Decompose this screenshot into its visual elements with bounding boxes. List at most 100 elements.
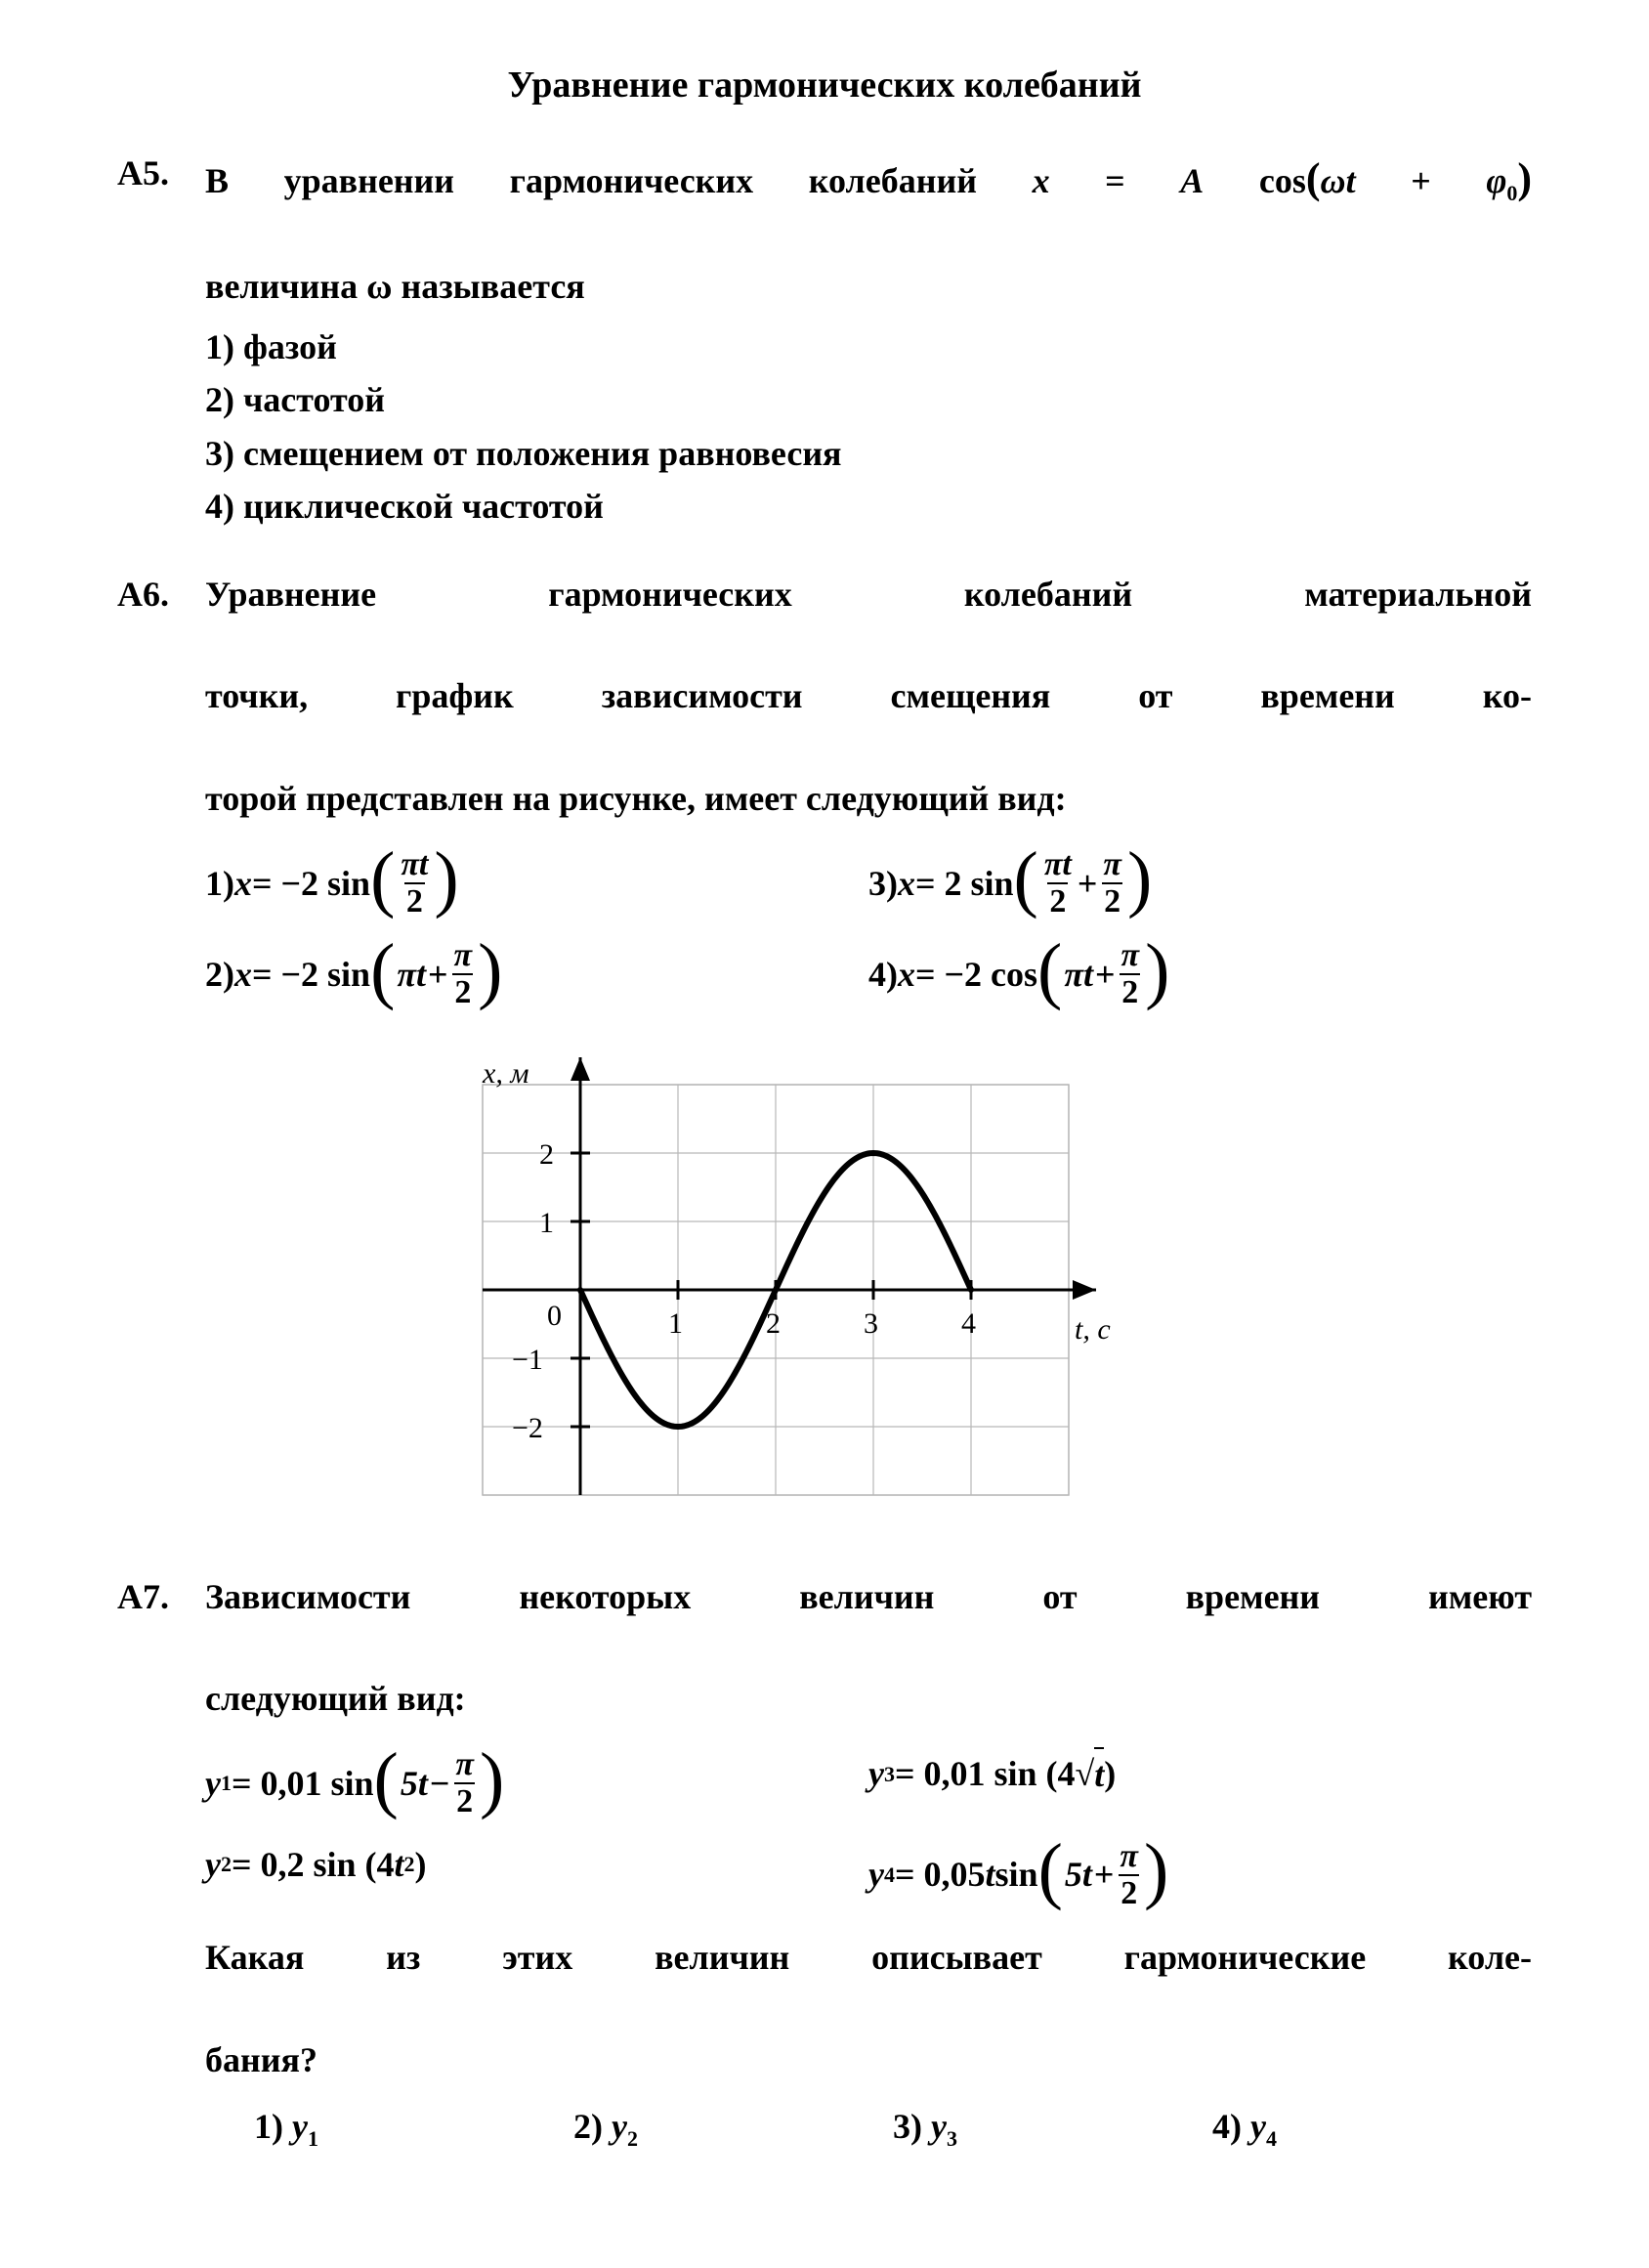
q7-a1-n: 1) — [254, 2107, 292, 2146]
q6-opt2-pre: 2) — [205, 949, 234, 1000]
q6-opt2-plus: + — [428, 949, 448, 1000]
q5-opt3: 3) смещением от положения равновесия — [205, 428, 1532, 479]
q7-y1-inner: 5t — [399, 1758, 430, 1809]
q7-y1-frac: π 2 — [453, 1747, 476, 1819]
q6-opt4-x: x — [898, 949, 915, 1000]
q6-opt2-num: π — [452, 938, 475, 973]
paren-open: ( — [370, 937, 395, 1004]
q7-y1-eq: = 0,01 sin — [232, 1758, 374, 1809]
q5-formula-cos: cos — [1204, 161, 1306, 200]
svg-text:−2: −2 — [512, 1412, 543, 1444]
paren-open: ( — [370, 845, 395, 912]
q6-opt3-pre: 3) — [868, 858, 898, 909]
q7-y3-t: t — [1094, 1747, 1104, 1800]
page: Уравнение гармонических колебаний А5. В … — [0, 0, 1649, 2268]
q7-after-l1: Какая из этих величин описывает гармонич… — [205, 1932, 1532, 2033]
svg-text:x, м: x, м — [482, 1057, 529, 1090]
q7-ans3: 3) y3 — [893, 2101, 1212, 2155]
q6-opt2-x: x — [234, 949, 252, 1000]
q6-opt1-pre: 1) — [205, 858, 234, 909]
q7-a2-s: 2 — [627, 2126, 638, 2151]
q6-opt3-frac1: πt 2 — [1042, 847, 1074, 919]
q7-y3-sub: 3 — [884, 1759, 895, 1790]
q7-y4-sin: sin — [995, 1849, 1038, 1900]
q5-opt4: 4) циклической частотой — [205, 481, 1532, 532]
q7-a4-y: y — [1250, 2107, 1266, 2146]
paren-close: ) — [480, 1746, 504, 1813]
q5-opt2: 2) частотой — [205, 374, 1532, 425]
q6-opt4-den: 2 — [1120, 973, 1140, 1010]
q7-a4-s: 4 — [1266, 2126, 1277, 2151]
q6-opt3-num1: πt — [1042, 847, 1074, 882]
q6-opt3-den1: 2 — [1047, 882, 1068, 920]
chart-container: x, мt, с12−1−201234 — [117, 1055, 1532, 1538]
q7-label: А7. — [117, 1571, 205, 2155]
q6-opt3: 3) x = 2 sin ( πt 2 + π 2 ) — [868, 837, 1532, 928]
q5-formula-open: ( — [1306, 154, 1321, 202]
q7-y4-lhs: y — [868, 1849, 884, 1900]
paren-close: ) — [1145, 937, 1169, 1004]
q6-options: 1) x = −2 sin ( πt 2 ) 3) x — [205, 837, 1532, 1020]
q7-y2-sup: 2 — [404, 1849, 415, 1880]
q5-stem-line1: В уравнении гармонических колебаний x = … — [205, 148, 1532, 261]
paren-open: ( — [1014, 845, 1038, 912]
q7-y4-sub: 4 — [884, 1860, 895, 1891]
svg-text:4: 4 — [961, 1307, 976, 1340]
q6-body: Уравнение гармонических колебаний матери… — [205, 569, 1532, 1020]
q6-opt1-eq: = −2 sin — [252, 858, 370, 909]
q5-stem-after: величина ω называется — [205, 261, 1532, 312]
q7-y1-den: 2 — [454, 1782, 475, 1819]
q7-y3: y3 = 0,01 sin (4√t) — [868, 1737, 1532, 1828]
q5-formula-phi: φ — [1486, 161, 1506, 200]
q6-opt1-num: πt — [399, 847, 430, 882]
q6-opt2-inner: πt — [395, 949, 428, 1000]
q7-a3-y: y — [931, 2107, 947, 2146]
q7-a3-s: 3 — [947, 2126, 957, 2151]
svg-text:−1: −1 — [512, 1344, 543, 1376]
paren-open: ( — [374, 1746, 399, 1813]
q5-options: 1) фазой 2) частотой 3) смещением от пол… — [205, 321, 1532, 532]
q6-stem-l1: Уравнение гармонических колебаний матери… — [205, 569, 1532, 670]
svg-text:2: 2 — [539, 1138, 554, 1171]
q7-y2-close: ) — [415, 1839, 427, 1890]
q5-formula-eq: = — [1050, 161, 1181, 200]
q7-equations: y1 = 0,01 sin ( 5t − π 2 ) y3 — [205, 1737, 1532, 1920]
q5-formula-A: A — [1180, 161, 1204, 200]
q6-opt4-plus: + — [1095, 949, 1116, 1000]
q7-a1-s: 1 — [308, 2126, 318, 2151]
svg-text:1: 1 — [668, 1307, 683, 1340]
q7-a2-n: 2) — [573, 2107, 612, 2146]
q7-y2-sub: 2 — [221, 1849, 232, 1880]
q6-opt3-eq: = 2 sin — [915, 858, 1014, 909]
q7-y2-eq: = 0,2 sin (4 — [232, 1839, 395, 1890]
q7-ans2: 2) y2 — [573, 2101, 893, 2155]
svg-text:0: 0 — [547, 1300, 562, 1332]
q6-opt3-x: x — [898, 858, 915, 909]
q6-opt2-den: 2 — [452, 973, 473, 1010]
q5-label: А5. — [117, 148, 205, 534]
q7-y1-num: π — [453, 1747, 476, 1782]
q5-opt1: 1) фазой — [205, 321, 1532, 372]
q5-formula-x: x — [1033, 161, 1050, 200]
q7-a4-n: 4) — [1212, 2107, 1250, 2146]
q5-formula-sub0: 0 — [1506, 181, 1517, 205]
q7-after-l2: бания? — [205, 2034, 1532, 2085]
displacement-chart: x, мt, с12−1−201234 — [444, 1055, 1205, 1524]
q6-opt3-frac2: π 2 — [1101, 847, 1123, 919]
question-a7: А7. Зависимости некоторых величин от вре… — [117, 1571, 1532, 2155]
q7-y4: y4 = 0,05t sin ( 5t + π 2 ) — [868, 1829, 1532, 1920]
q6-opt4: 4) x = −2 cos ( πt + π 2 ) — [868, 928, 1532, 1019]
paren-close: ) — [1144, 1837, 1168, 1904]
paren-close: ) — [478, 937, 502, 1004]
q6-opt1-x: x — [234, 858, 252, 909]
q7-y4-num: π — [1118, 1839, 1140, 1874]
q6-opt3-plus: + — [1078, 858, 1098, 909]
q7-a3-n: 3) — [893, 2107, 931, 2146]
q7-a1-y: y — [292, 2107, 308, 2146]
q7-y4-den: 2 — [1119, 1874, 1139, 1911]
paren-close: ) — [434, 845, 458, 912]
q7-y3-eq: = 0,01 sin (4√ — [895, 1748, 1094, 1799]
q6-opt3-num2: π — [1101, 847, 1123, 882]
page-title: Уравнение гармонических колебаний — [117, 59, 1532, 112]
svg-text:t, с: t, с — [1075, 1313, 1111, 1346]
